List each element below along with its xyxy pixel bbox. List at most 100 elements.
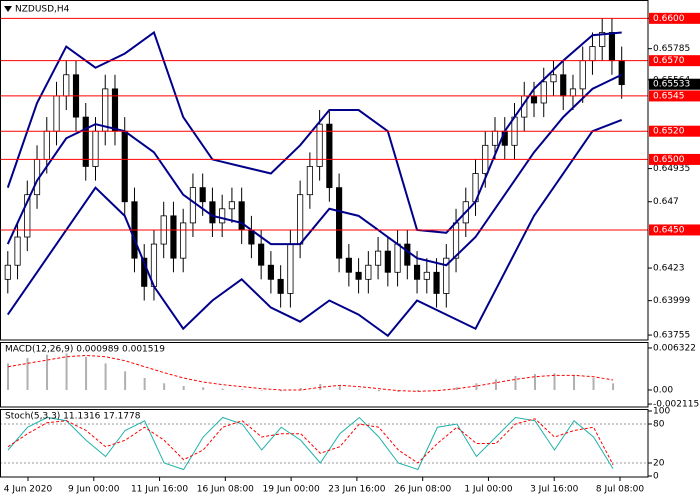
candle-body [258, 243, 265, 266]
stoch-title: Stoch(5,3,3) 11.1316 17.1778 [5, 412, 141, 422]
last-price-box [649, 78, 700, 90]
macd-bar [494, 379, 497, 390]
symbol-title: NZDUSD,H4 [15, 5, 70, 15]
macd-bar [104, 363, 107, 390]
y-tick-label: 0.006322 [653, 343, 696, 353]
candle-body [394, 243, 401, 273]
macd-bar [514, 376, 517, 390]
candle-body [326, 123, 333, 189]
candle-body [550, 74, 557, 83]
macd-bar [280, 389, 283, 392]
price-panel-frame [0, 0, 649, 341]
stoch-line [7, 418, 614, 466]
level-label-box [649, 153, 700, 165]
level-label: 0.6545 [653, 91, 685, 101]
y-tick-label: 80 [653, 420, 665, 430]
bollinger-band [6, 73, 623, 267]
candle-body [121, 130, 128, 203]
level-label: 0.6570 [653, 56, 685, 66]
macd-bar [202, 387, 205, 390]
macd-bar [436, 389, 439, 391]
x-tick-label: 11 Jun 16:00 [131, 485, 188, 495]
x-tick-label: 9 Jun 00:00 [68, 485, 120, 495]
level-label: 0.6500 [653, 155, 685, 165]
x-tick-label: 23 Jun 16:00 [328, 485, 385, 495]
candle-body [92, 130, 99, 167]
candle-body [589, 46, 596, 62]
candle-body [336, 187, 343, 259]
level-label: 0.6520 [653, 127, 685, 137]
candle-body [433, 271, 440, 294]
y-tick-label: 0.647 [653, 197, 679, 207]
x-tick-label: 19 Jun 00:00 [263, 485, 320, 495]
candle-body [267, 264, 274, 280]
candle-body [355, 271, 362, 280]
candle-body [345, 257, 352, 273]
candle-body [24, 194, 31, 238]
candle-body [189, 187, 197, 224]
x-tick-label: 16 Jun 08:00 [197, 485, 254, 495]
candle-body [238, 201, 245, 231]
candle-body [63, 74, 70, 97]
y-tick-label: 0.00 [653, 385, 673, 395]
candle-body [297, 194, 304, 245]
candle-body [365, 264, 372, 280]
y-tick-label: 0.65785 [653, 44, 690, 54]
candle-body [306, 166, 313, 196]
plot-layer: 0.660010.657850.655640.649350.6470.64230… [0, 12, 700, 495]
last-price-label: 0.65533 [653, 80, 690, 90]
macd-bar [299, 387, 302, 390]
level-label-box [649, 224, 700, 236]
macd-bar [163, 383, 166, 390]
candle-body [277, 278, 284, 294]
candle-body [404, 243, 411, 266]
stoch-panel-frame [0, 409, 649, 478]
candle-body [219, 208, 226, 224]
macd-title: MACD(12,26,9) 0.000989 0.001519 [5, 345, 165, 355]
y-tick-label: -0.002115 [653, 400, 699, 410]
symbol-icon [4, 6, 12, 12]
y-tick-label: 20 [653, 459, 665, 469]
candle-body [375, 250, 382, 266]
candle-body [111, 88, 119, 132]
macd-signal [7, 354, 614, 392]
candle-body [82, 116, 89, 167]
level-label-box [649, 90, 700, 102]
x-tick-label: 26 Jun 08:00 [394, 485, 451, 495]
candle-body [141, 257, 148, 287]
level-label-box [649, 125, 700, 137]
candle-body [43, 130, 50, 160]
y-tick-label: 0.64935 [653, 164, 690, 174]
macd-bar [475, 383, 478, 390]
macd-bar [612, 383, 615, 390]
macd-bar [573, 375, 576, 390]
macd-bar [46, 354, 49, 390]
macd-bar [592, 378, 595, 390]
macd-bar [7, 363, 9, 390]
candle-body [423, 271, 430, 280]
macd-bar [416, 389, 419, 392]
macd-bar [553, 373, 556, 390]
macd-bar [221, 388, 224, 390]
y-tick-label: 0.63999 [653, 296, 690, 306]
macd-bar [26, 358, 29, 390]
level-label: 0.6450 [653, 225, 685, 235]
level-label-box [649, 55, 700, 67]
macd-bar [143, 378, 146, 390]
macd-panel-frame [0, 342, 649, 408]
candle-body [53, 95, 60, 132]
macd-bar [455, 387, 458, 390]
candle-body [618, 60, 625, 86]
y-tick-label: 0.6423 [653, 264, 685, 274]
candle-body [102, 88, 109, 132]
candle-body [579, 60, 586, 90]
macd-bar [182, 385, 185, 390]
macd-bar [377, 389, 380, 392]
candle-body [287, 243, 294, 294]
macd-bar [124, 371, 127, 390]
candle-body [608, 32, 616, 62]
candle-body [14, 236, 21, 266]
candle-body [540, 81, 547, 104]
candle-body [530, 95, 538, 104]
